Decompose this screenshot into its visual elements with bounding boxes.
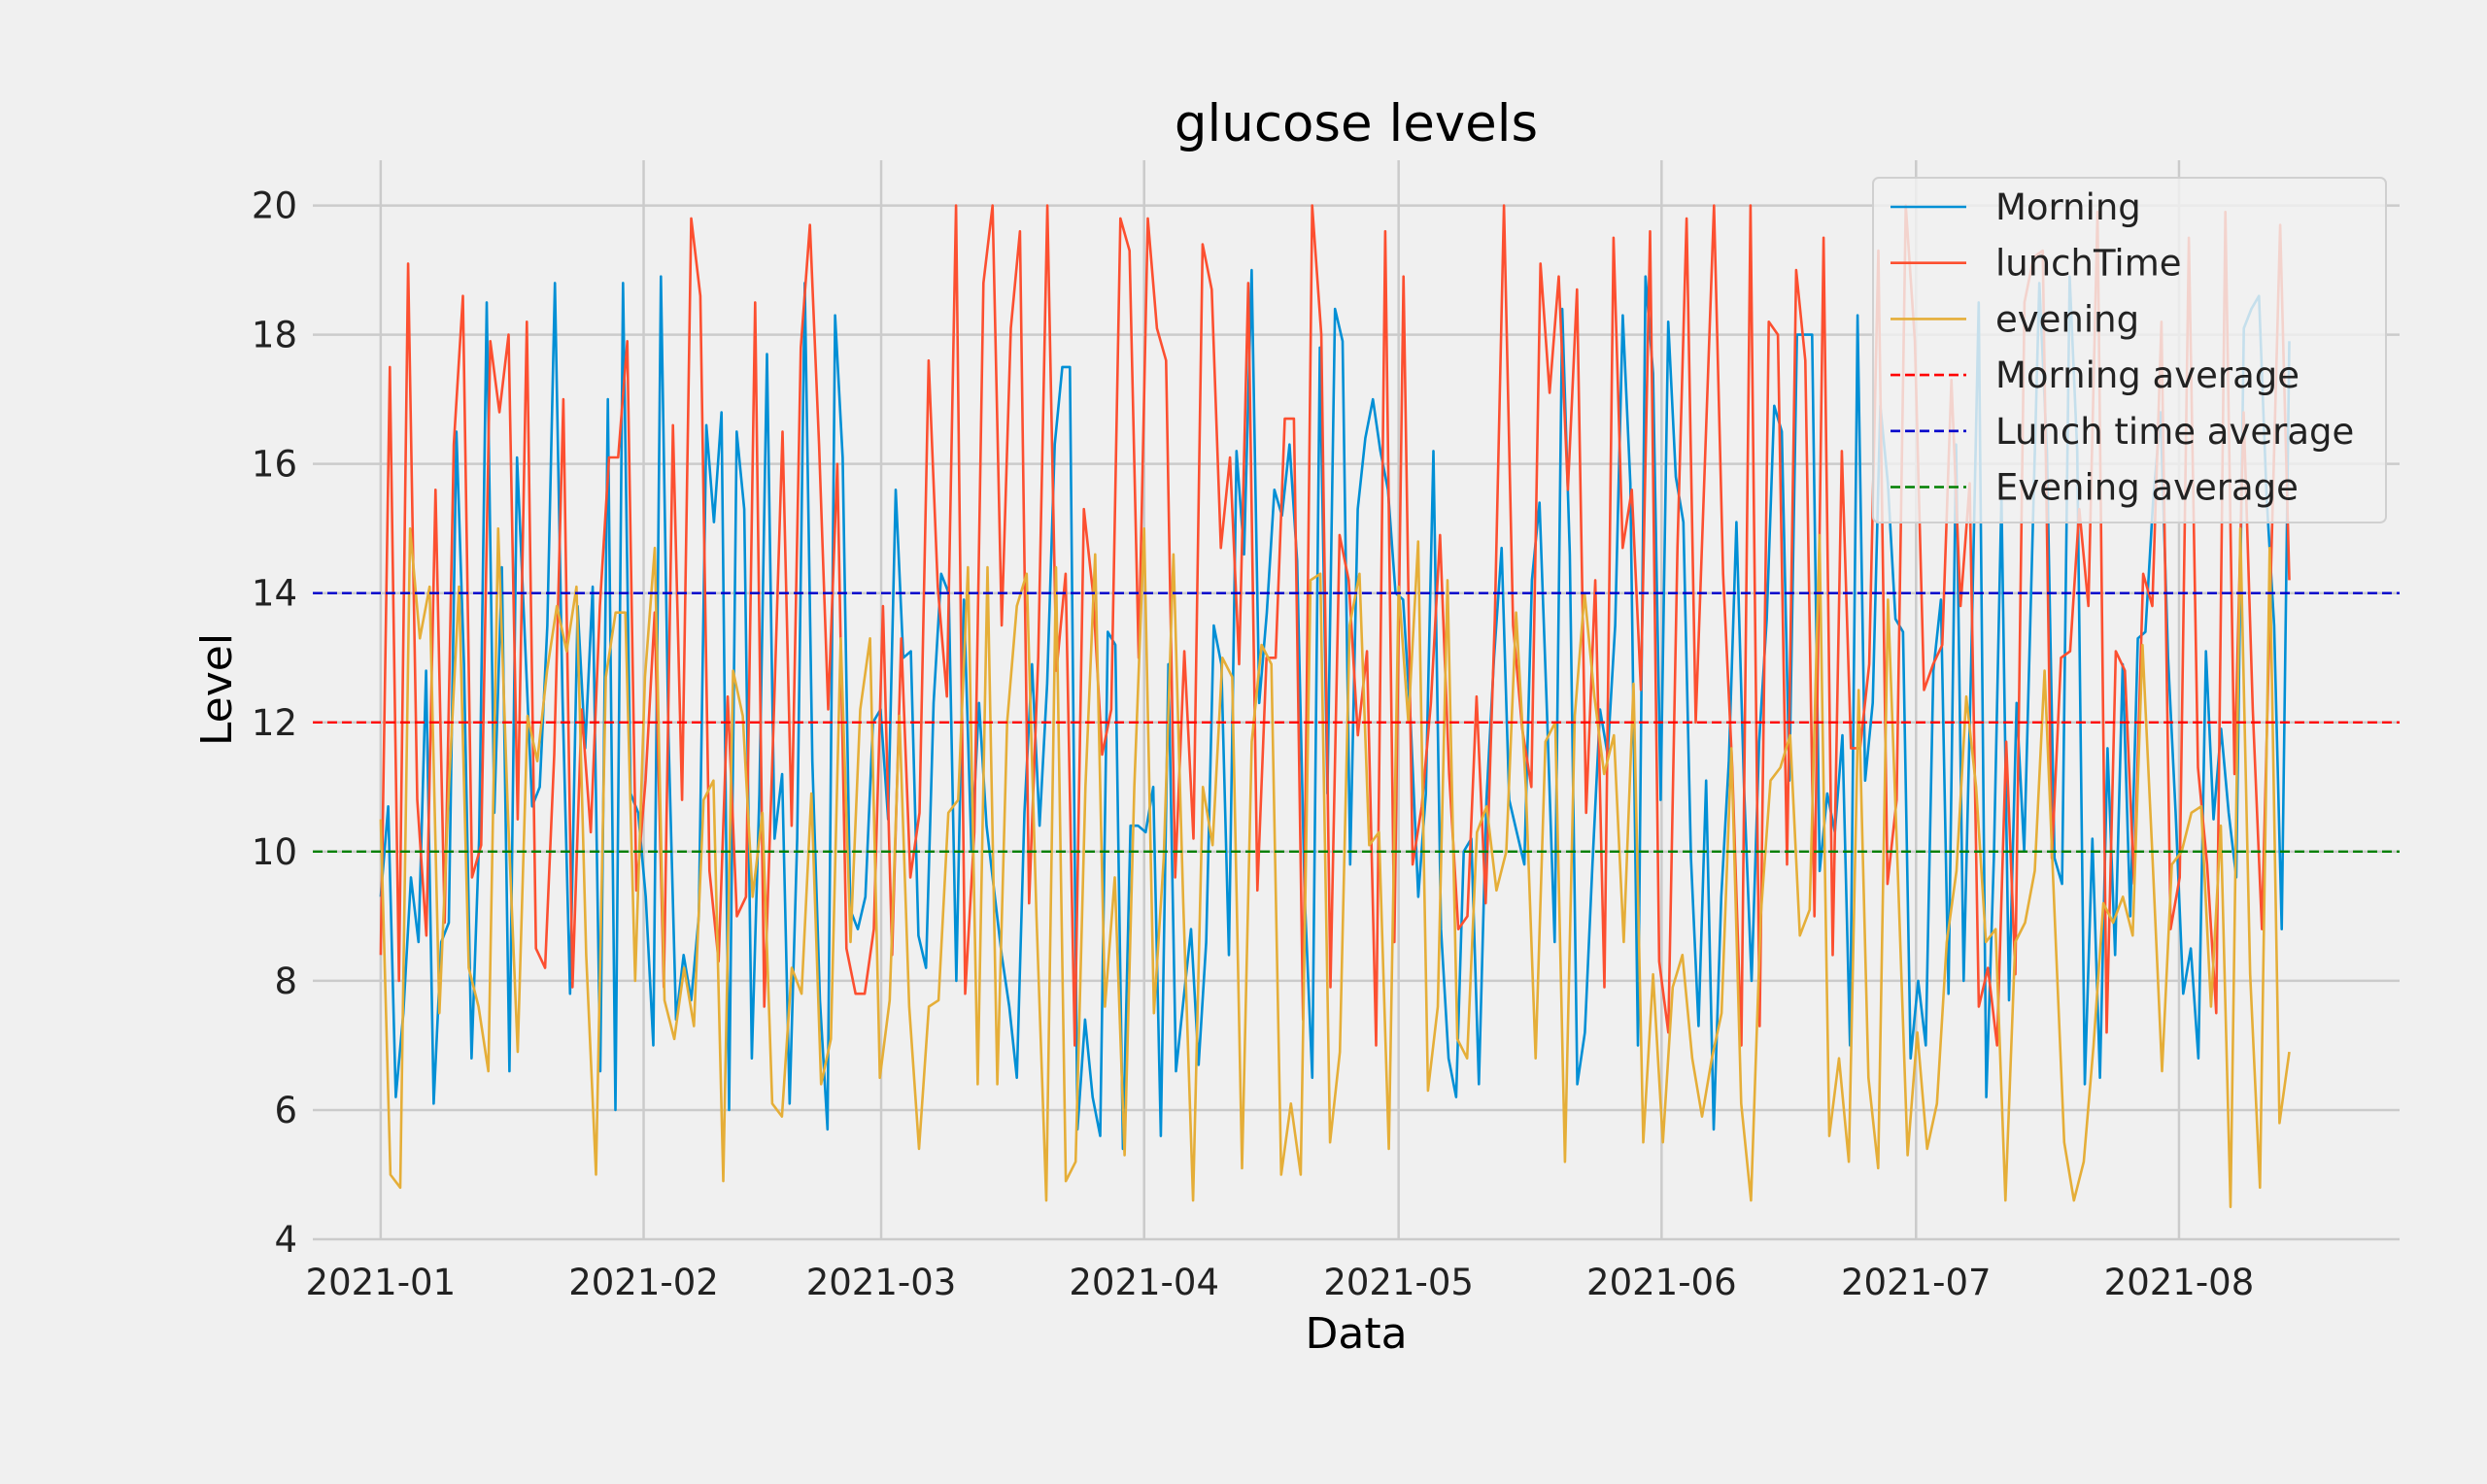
legend-label: evening [1995, 298, 2139, 340]
x-tick-label: 2021-03 [806, 1262, 957, 1303]
series-line-evening [379, 526, 2291, 1208]
y-tick-label: 14 [252, 573, 297, 615]
legend-label: Lunch time average [1995, 411, 2354, 453]
legend-label: lunchTime [1995, 243, 2182, 285]
legend-label: Morning average [1995, 354, 2300, 396]
x-tick-label: 2021-05 [1323, 1262, 1474, 1303]
x-tick-label: 2021-02 [568, 1262, 719, 1303]
data-series [379, 204, 2291, 1208]
x-tick-label: 2021-04 [1069, 1262, 1219, 1303]
x-tick-label: 2021-07 [1841, 1262, 1992, 1303]
chart-title: glucose levels [1175, 94, 1538, 153]
legend-box [1872, 177, 2387, 523]
reference-lines [313, 591, 2400, 854]
y-tick-label: 6 [274, 1090, 297, 1131]
legend: Morning lunchTime evening Morning average Lu… [1872, 177, 2387, 523]
x-tick-label: 2021-06 [1586, 1262, 1737, 1303]
series-line-lunchtime [379, 204, 2291, 1047]
x-tick-label: 2021-08 [2104, 1262, 2255, 1303]
x-axis-label: Data [1305, 1309, 1407, 1359]
tick-labels: 4 6 8 10 12 14 16 18 20 2021-01 2021-02 2021-03 2021… [252, 186, 2254, 1303]
y-axis-label: Level [192, 633, 242, 746]
legend-label: Morning [1995, 186, 2141, 228]
y-tick-label: 16 [252, 444, 297, 486]
y-tick-label: 12 [252, 702, 297, 744]
y-tick-label: 18 [252, 315, 297, 356]
y-tick-label: 10 [252, 831, 297, 873]
y-tick-label: 8 [274, 961, 297, 1002]
legend-label: Evening average [1995, 467, 2299, 509]
y-tick-label: 20 [252, 186, 297, 227]
x-tick-label: 2021-01 [306, 1262, 457, 1303]
y-tick-label: 4 [274, 1219, 297, 1261]
